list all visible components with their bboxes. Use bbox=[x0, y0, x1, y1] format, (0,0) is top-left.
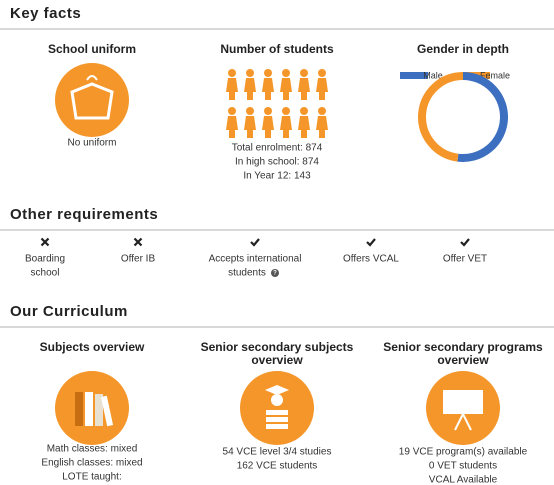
requirement-label: school bbox=[31, 268, 60, 279]
requirement-label: Accepts international bbox=[209, 254, 302, 265]
donut-segment bbox=[418, 72, 464, 162]
cross-icon bbox=[40, 237, 50, 247]
card-text: 19 VCE program(s) available bbox=[399, 447, 528, 458]
card-title: Number of students bbox=[220, 42, 334, 56]
person-body bbox=[316, 78, 328, 100]
section-heading: Other requirements bbox=[10, 206, 158, 223]
curriculum-icons bbox=[75, 385, 483, 431]
person-body bbox=[262, 116, 274, 138]
check-icon bbox=[366, 238, 376, 247]
person-body bbox=[280, 116, 292, 138]
card-text: LOTE taught: bbox=[62, 472, 121, 483]
card-text: In Year 12: 143 bbox=[243, 171, 311, 182]
card-title: overview bbox=[251, 353, 303, 367]
section-heading: Our Curriculum bbox=[10, 303, 128, 320]
section-heading: Key facts bbox=[10, 5, 81, 22]
uniform-hanger bbox=[86, 75, 98, 81]
person-body bbox=[244, 116, 256, 138]
card-title: School uniform bbox=[48, 42, 136, 56]
card-text: 0 VET students bbox=[429, 461, 497, 472]
person-head bbox=[300, 69, 308, 77]
legend-label: Male bbox=[423, 70, 443, 80]
person-body bbox=[298, 116, 310, 138]
card-title: Senior secondary programs bbox=[383, 340, 543, 354]
uniform-icon bbox=[55, 63, 129, 137]
person-body bbox=[226, 116, 238, 138]
requirement-label: Offer VET bbox=[443, 254, 487, 265]
requirements: Boarding school Offer IB Accepts internatio… bbox=[25, 237, 487, 279]
person-body bbox=[262, 78, 274, 100]
card-title: overview bbox=[437, 353, 489, 367]
cross-icon bbox=[133, 237, 143, 247]
chart-title: Gender in depth bbox=[417, 42, 509, 56]
card-title: Subjects overview bbox=[40, 340, 145, 354]
card-text: 54 VCE level 3/4 studies bbox=[223, 447, 332, 458]
donut-segment bbox=[457, 72, 508, 162]
card-text: Total enrolment: 874 bbox=[232, 143, 323, 154]
person-body bbox=[316, 116, 328, 138]
card-text: English classes: mixed bbox=[41, 458, 142, 469]
person-head bbox=[300, 107, 308, 115]
card-icon bbox=[240, 371, 314, 445]
requirement-label: students bbox=[228, 268, 266, 279]
person-body bbox=[298, 78, 310, 100]
requirement-label: Offer IB bbox=[121, 254, 156, 265]
person-head bbox=[246, 69, 254, 77]
gender-chart: Male Female bbox=[400, 70, 510, 162]
person-head bbox=[282, 107, 290, 115]
check-icon bbox=[460, 238, 470, 247]
person-head bbox=[282, 69, 290, 77]
person-head bbox=[246, 107, 254, 115]
person-body bbox=[226, 78, 238, 100]
check-icon bbox=[250, 238, 260, 247]
card-text: 162 VCE students bbox=[237, 461, 318, 472]
person-body bbox=[280, 78, 292, 100]
uniform-shirt bbox=[70, 82, 114, 120]
person-head bbox=[318, 69, 326, 77]
students-icons bbox=[226, 69, 328, 138]
legend-swatch bbox=[400, 72, 428, 79]
person-head bbox=[228, 69, 236, 77]
requirement-label: Boarding bbox=[25, 254, 65, 265]
info-icon-glyph: ? bbox=[273, 271, 277, 277]
person-head bbox=[318, 107, 326, 115]
person-body bbox=[244, 78, 256, 100]
person-head bbox=[228, 107, 236, 115]
requirement-label: Offers VCAL bbox=[343, 254, 399, 265]
card-title: Senior secondary subjects bbox=[201, 340, 354, 354]
legend-label: Female bbox=[480, 70, 510, 80]
curriculum: Subjects overview Math classes: mixed Engl… bbox=[40, 340, 543, 485]
card-text: In high school: 874 bbox=[235, 157, 319, 168]
person-head bbox=[264, 69, 272, 77]
person-head bbox=[264, 107, 272, 115]
card-text: No uniform bbox=[68, 138, 117, 149]
card-text: VCAL Available bbox=[429, 475, 498, 485]
card-text: Math classes: mixed bbox=[47, 444, 138, 455]
info-icon[interactable] bbox=[271, 269, 279, 277]
